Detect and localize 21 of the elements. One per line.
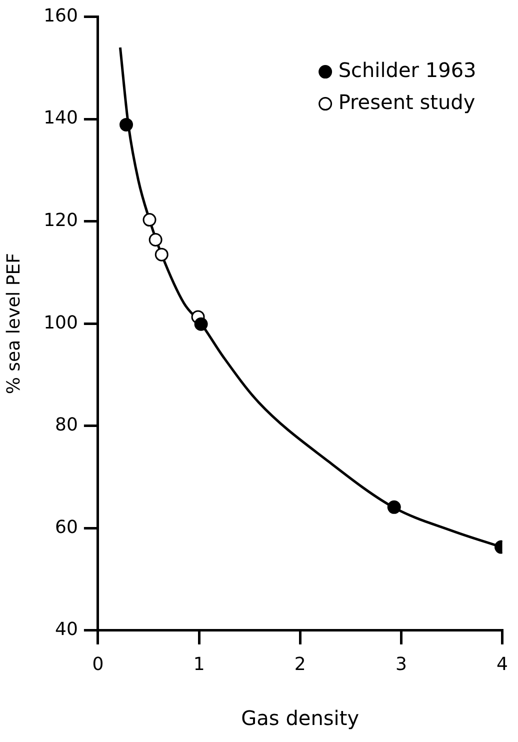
y-tick-label: 100	[44, 312, 78, 334]
point	[154, 248, 168, 262]
point	[194, 317, 208, 331]
y-tick-label: 80	[55, 414, 78, 436]
x-tick-label: 3	[395, 654, 407, 675]
y-tick-label: 160	[44, 5, 78, 26]
point	[120, 118, 134, 132]
y-axis-title: % sea level PEF	[3, 253, 24, 394]
x-tick-label: 2	[294, 654, 306, 675]
x-tick-label: 1	[193, 654, 205, 675]
point	[142, 213, 156, 227]
legend-label: Schilder 1963	[338, 58, 476, 82]
y-tick-label: 60	[55, 516, 78, 538]
y-tick-label: 40	[55, 619, 78, 640]
y-tick-label: 120	[44, 210, 78, 232]
x-tick-label: 0	[92, 654, 104, 675]
point	[148, 232, 162, 246]
x-tick-label: 4	[496, 654, 508, 675]
legend-label: Present study	[338, 90, 476, 114]
y-tick-label: 140	[44, 108, 78, 129]
x-axis-title: Gas density	[241, 706, 360, 730]
